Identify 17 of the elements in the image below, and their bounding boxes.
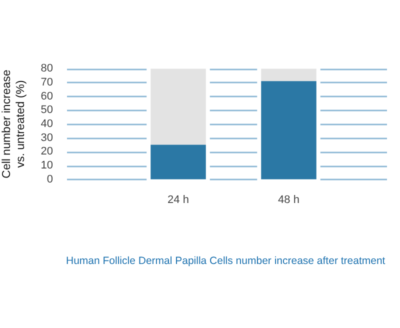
x-tick-label: 24 h <box>168 194 189 206</box>
bar <box>150 68 206 145</box>
y-tick-label: 80 <box>40 62 53 75</box>
bar <box>150 144 206 180</box>
y-tick-label: 0 <box>46 173 53 186</box>
y-tick-label: 30 <box>40 132 53 144</box>
x-tick-label: 48 h <box>278 194 300 206</box>
bar <box>261 81 316 180</box>
y-tick-label: 50 <box>40 104 53 116</box>
bar <box>261 68 316 82</box>
y-tick-label: 60 <box>40 90 53 102</box>
y-axis-title: Cell number increase vs. untreated (%) <box>1 70 27 178</box>
y-tick-label: 20 <box>40 146 53 158</box>
y-tick-label: 10 <box>40 160 53 172</box>
y-tick-label: 70 <box>40 76 53 88</box>
text: Human Follicle Dermal Papilla Cells number increase after treatment <box>66 254 386 268</box>
y-tick-label: 40 <box>40 118 53 130</box>
